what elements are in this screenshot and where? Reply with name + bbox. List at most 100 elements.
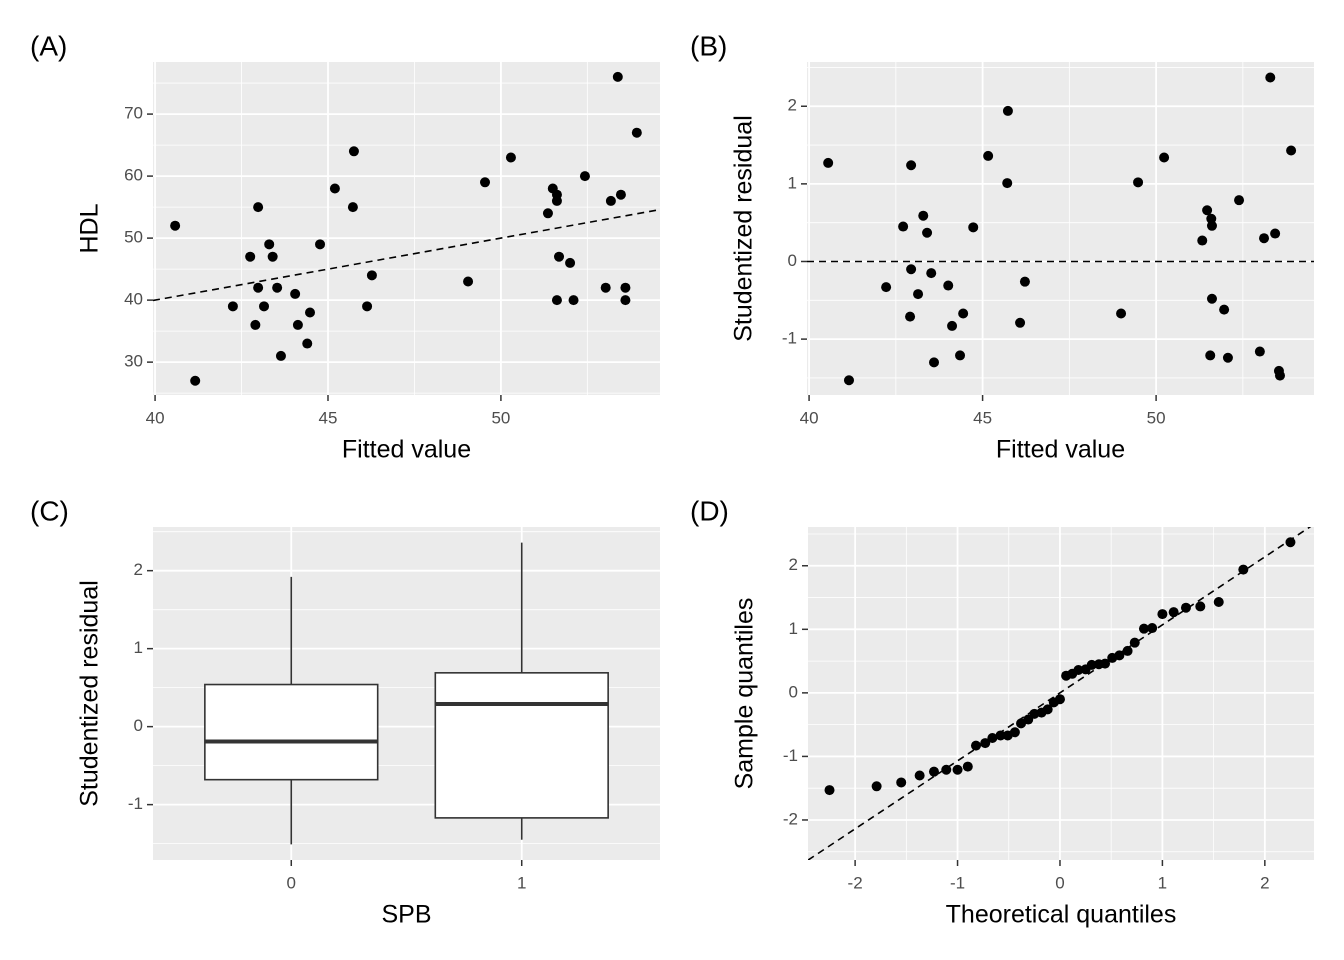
point [1100,658,1111,669]
x-tick-label: 45 [973,408,992,427]
point [914,770,925,781]
point [315,239,326,250]
point [1238,564,1249,575]
x-tick-label: -1 [950,873,965,892]
point [913,289,924,300]
point [947,320,958,331]
y-tick-label: 0 [788,251,797,270]
point [824,785,835,796]
point [1019,276,1030,287]
point [612,71,623,82]
point [955,350,966,361]
point [1259,233,1270,244]
point [1054,694,1065,705]
point [600,282,611,293]
point [922,227,933,238]
y-axis-title: Studentized residual [730,115,758,342]
point [302,338,313,349]
y-tick-label: -1 [128,794,143,813]
point [980,738,991,749]
y-tick-label: 2 [134,560,143,579]
y-tick-label: 1 [134,638,143,657]
panel: -1 0 1 2 40 45 50 Fitted value Studentized resid… [690,30,1314,464]
point [1254,346,1265,357]
point [898,221,909,232]
point [1122,645,1133,656]
point [1222,352,1233,363]
point [329,183,340,194]
point [905,311,916,322]
point [823,157,834,168]
point [881,282,892,293]
point [968,222,979,233]
x-tick-label: 40 [146,408,165,427]
point [259,301,270,312]
point [292,319,303,330]
point [941,764,952,775]
point [245,251,256,262]
point [983,150,994,161]
y-tick-label: 60 [124,166,143,185]
panel-background [807,62,1314,395]
point [1234,195,1245,206]
point [290,288,301,299]
point [267,251,278,262]
point [170,220,181,231]
plot-area [153,71,660,386]
point [631,127,642,138]
panel-tag: (C) [30,495,69,526]
point [505,152,516,163]
point [227,301,238,312]
y-tick-label: 40 [124,290,143,309]
point [347,202,358,213]
x-tick-label: 2 [1260,873,1269,892]
point [871,781,882,792]
panel: -2 -1 0 1 2 -2 -1 0 1 2 Theoretical quantiles Sampl… [690,495,1314,929]
point [305,307,316,318]
y-axis-title: Studentized residual [76,580,104,807]
point [620,295,631,306]
point [620,282,631,293]
box [434,672,609,819]
point [1009,727,1020,738]
x-tick-label: 40 [800,408,819,427]
point [943,280,954,291]
x-tick-label: 1 [1158,873,1167,892]
point [1195,601,1206,612]
point [275,350,286,361]
point [1274,370,1285,381]
point [264,239,275,250]
y-tick-label: 2 [789,555,798,574]
point [1197,235,1208,246]
y-tick-label: -2 [783,809,798,828]
point [348,146,359,157]
point [1042,704,1053,715]
point [615,189,626,200]
point [1133,177,1144,188]
x-axis-title: Fitted value [342,436,471,464]
y-tick-label: -1 [783,746,798,765]
plot-area [807,72,1314,386]
y-tick-label: 1 [788,173,797,192]
x-tick-label: 45 [319,408,338,427]
point [1285,537,1296,548]
y-tick-label: 70 [124,104,143,123]
point [1219,304,1230,315]
x-tick-label: -2 [848,873,863,892]
point [970,740,981,751]
point [1114,650,1125,661]
x-axis-title: Theoretical quantiles [946,901,1177,929]
point [958,308,969,319]
point [1157,609,1168,620]
point [1213,596,1224,607]
point [605,195,616,206]
reference-line [808,527,1312,860]
point [253,282,264,293]
panel-tag: (B) [690,30,727,61]
point [926,268,937,279]
point [551,195,562,206]
point [906,160,917,171]
point [1206,220,1217,231]
point [542,208,553,219]
point [554,251,565,262]
